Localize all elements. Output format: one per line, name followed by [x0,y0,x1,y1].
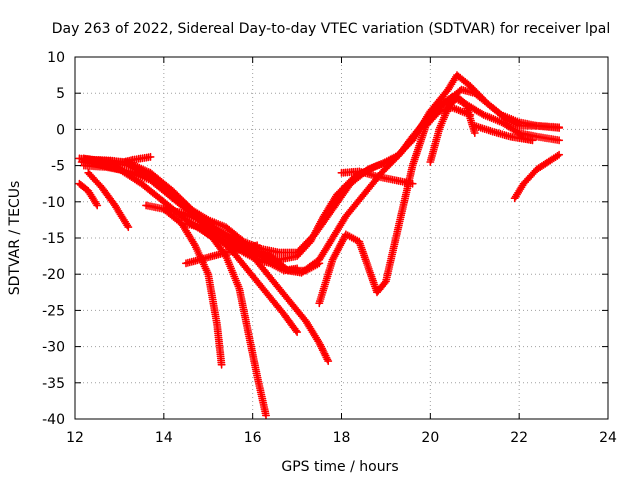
series-arc-15 [337,167,417,188]
series-arc-7 [75,179,102,210]
chart-title: Day 263 of 2022, Sidereal Day-to-day VTE… [52,21,610,37]
series-points [426,92,479,166]
series-arc-10 [159,205,226,369]
y-tick-label: -40 [42,412,65,428]
series-points [84,168,133,232]
x-axis-label: GPS time / hours [281,459,398,475]
y-tick-label: -35 [42,376,65,392]
x-tick-label: 20 [421,430,439,446]
series-arc-8 [84,168,133,232]
axis-ticks: 12 14 16 18 20 22 24 10 5 0 -5 -10 -15 -20 -25 -30 -35 -4… [42,50,617,446]
series-arc-6 [75,152,155,166]
series-arc-16 [426,92,479,166]
y-tick-label: 0 [56,122,65,138]
series-points [337,167,417,188]
series-arc-12 [182,219,302,337]
y-tick-label: 10 [47,50,65,66]
y-axis-label: SDTVAR / TECUs [7,181,23,296]
series-points [75,152,155,166]
x-tick-label: 14 [155,430,173,446]
y-tick-label: -30 [42,340,65,356]
series-points [159,205,226,369]
y-tick-label: -20 [42,267,65,283]
series-points [75,179,102,210]
x-tick-label: 22 [510,430,528,446]
series-arc-18 [470,121,537,145]
x-tick-label: 12 [66,430,84,446]
series-arc-17 [510,150,564,203]
y-tick-label: 5 [56,86,65,102]
series-arc-2 [79,71,564,264]
y-tick-label: -25 [42,303,65,319]
series-arc-14 [315,103,475,308]
y-tick-label: -15 [42,231,65,247]
x-tick-label: 18 [333,430,351,446]
series-points [470,121,537,145]
series-points [182,219,302,337]
series-layer [75,71,564,420]
series-points [510,150,564,203]
x-tick-label: 24 [599,430,617,446]
series-arc-13 [213,226,333,366]
y-tick-label: -5 [51,159,65,175]
series-points [315,103,475,308]
x-tick-label: 16 [244,430,262,446]
y-tick-label: -10 [42,195,65,211]
series-points [79,71,564,264]
series-points [213,226,333,366]
